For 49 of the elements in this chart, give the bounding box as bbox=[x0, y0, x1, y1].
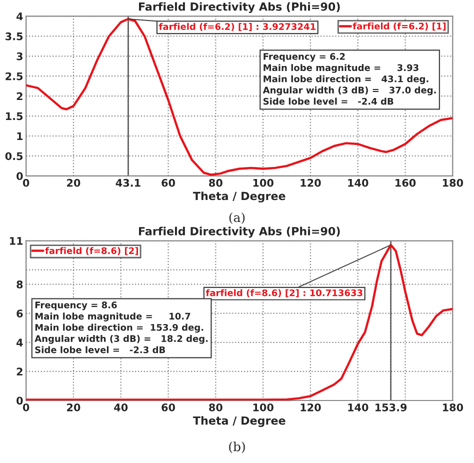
x-tick-label: 43.1 bbox=[116, 178, 140, 187]
y-tick-label: 2.5 bbox=[6, 72, 23, 80]
x-tick-label: 80 bbox=[209, 178, 222, 187]
y-tick-label: 0.5 bbox=[5, 152, 23, 160]
annotation: farfield (f=8.6) [2] : 10.713633 bbox=[206, 289, 362, 298]
annotation: Frequency = 6.2 Main lobe magnitude = 3.93 Main lobe direction = 43.1 deg. Angular width (3 dB) = 37.0 deg. Side lobe level = -2.4 dB bbox=[262, 53, 436, 105]
x-tick-label: 140 bbox=[348, 178, 368, 187]
y-tick-label: 0 bbox=[16, 396, 23, 405]
chart-title: Farfield Directivity Abs (Phi=90) bbox=[139, 2, 340, 14]
legend-label: farfield (f=6.2) [1] bbox=[352, 22, 446, 31]
text: (a) bbox=[229, 212, 245, 224]
y-tick-label: 8 bbox=[16, 280, 23, 288]
y-tick-label: 4 bbox=[16, 338, 23, 346]
y-tick-label: 1.5 bbox=[6, 112, 23, 120]
x-axis-title: Theta / Degree bbox=[192, 192, 286, 202]
x-tick-label: 60 bbox=[162, 178, 176, 187]
x-axis-title: Theta / Degree bbox=[192, 416, 286, 427]
x-tick-label: 0 bbox=[22, 403, 30, 412]
y-tick-label: 1 bbox=[17, 132, 23, 140]
line-series bbox=[26, 18, 453, 176]
x-tick-label: 20 bbox=[67, 403, 80, 412]
line-series bbox=[26, 244, 453, 400]
y-tick-label: 6 bbox=[16, 310, 23, 318]
text: (b) bbox=[229, 442, 245, 454]
legend-label: farfield (f=8.6) [2] bbox=[45, 247, 138, 256]
y-tick-label: 11 bbox=[10, 237, 23, 245]
x-tick-label: 160 bbox=[396, 178, 416, 187]
x-tick-label: 100 bbox=[253, 178, 274, 187]
x-tick-label: 120 bbox=[300, 403, 321, 412]
x-tick-label: 80 bbox=[209, 403, 222, 412]
y-tick-label: 3 bbox=[16, 52, 22, 60]
x-tick-label: 140 bbox=[348, 403, 368, 412]
y-tick-label: 2 bbox=[16, 368, 22, 376]
x-tick-label: 153.9 bbox=[376, 403, 407, 412]
y-tick-label: 2 bbox=[16, 92, 22, 100]
y-tick-label: 0 bbox=[16, 172, 23, 180]
y-tick-label: 3.5 bbox=[6, 32, 23, 40]
x-tick-label: 100 bbox=[253, 403, 274, 412]
chart-title: Farfield Directivity Abs (Phi=90) bbox=[139, 226, 340, 238]
x-tick-label: 0 bbox=[22, 178, 30, 187]
x-tick-label: 180 bbox=[442, 178, 464, 187]
annotation: farfield (f=6.2) [1] : 3.9273241 bbox=[158, 22, 316, 32]
annotation: Frequency = 8.6 Main lobe magnitude = 10.7 Main lobe direction = 153.9 deg. Angular width (3 dB) = 18.2 deg. Side lobe level = -2.3 dB bbox=[34, 302, 208, 354]
x-tick-label: 40 bbox=[114, 403, 128, 412]
y-tick-label: 4 bbox=[16, 12, 23, 20]
x-tick-label: 180 bbox=[442, 403, 464, 412]
x-tick-label: 120 bbox=[300, 178, 321, 187]
x-tick-label: 20 bbox=[67, 178, 80, 187]
x-tick-label: 60 bbox=[162, 403, 176, 412]
